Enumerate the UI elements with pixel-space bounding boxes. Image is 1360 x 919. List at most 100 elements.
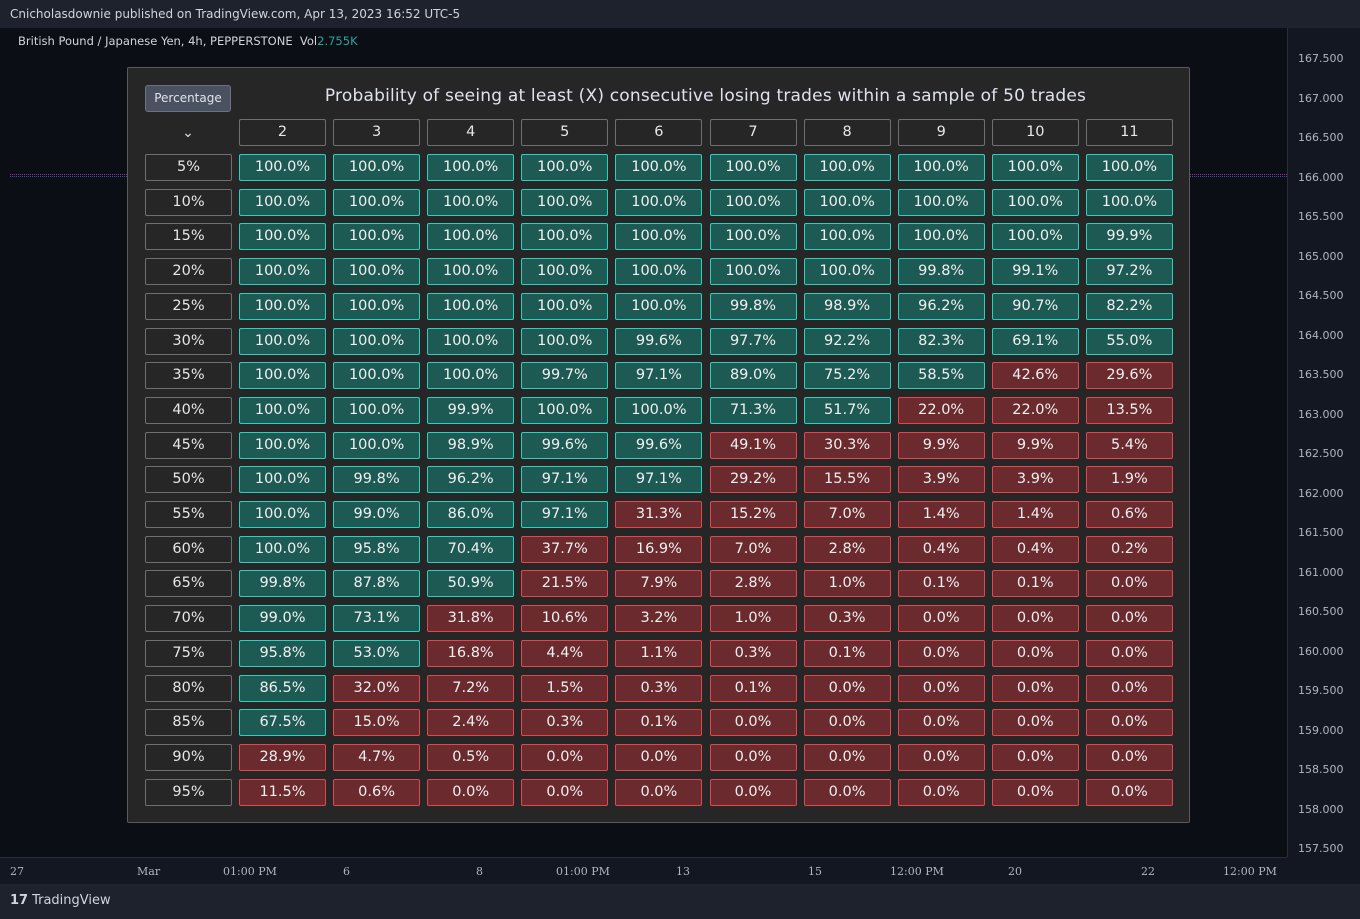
probability-cell: 100.0% <box>239 188 326 216</box>
probability-cell: 0.0% <box>991 639 1079 667</box>
probability-cell: 82.3% <box>897 327 985 355</box>
probability-cell: 90.7% <box>991 292 1079 320</box>
probability-cell: 70.4% <box>427 535 515 563</box>
probability-cell: 29.6% <box>1085 362 1173 390</box>
percentage-button[interactable]: Percentage <box>145 85 231 112</box>
probability-cell: 99.6% <box>615 431 703 459</box>
probability-cell: 0.0% <box>709 743 797 771</box>
probability-cell: 100.0% <box>991 223 1079 251</box>
probability-cell: 42.6% <box>991 362 1079 390</box>
probability-cell: 0.0% <box>991 674 1079 702</box>
probability-cell: 0.0% <box>1085 743 1173 771</box>
probability-cell: 99.9% <box>1085 223 1173 251</box>
probability-cell: 0.0% <box>991 778 1079 806</box>
symbol-legend[interactable]: British Pound / Japanese Yen, 4h, PEPPER… <box>18 34 358 48</box>
probability-cell: 100.0% <box>615 154 703 181</box>
probability-cell: 100.0% <box>239 396 326 424</box>
probability-cell: 100.0% <box>615 292 703 320</box>
probability-cell: 100.0% <box>239 258 326 286</box>
probability-cell: 100.0% <box>521 292 609 320</box>
probability-cell: 100.0% <box>239 292 326 320</box>
probability-cell: 0.0% <box>897 709 985 737</box>
probability-cell: 100.0% <box>709 188 797 216</box>
price-tick: 163.500 <box>1298 368 1344 381</box>
probability-cell: 0.6% <box>1085 501 1173 528</box>
time-tick: 15 <box>808 865 822 878</box>
volume-value: 2.755K <box>317 34 358 48</box>
probability-cell: 95.8% <box>333 535 421 563</box>
probability-cell: 100.0% <box>333 154 421 181</box>
row-label: 20% <box>145 258 232 286</box>
probability-cell: 37.7% <box>521 535 609 563</box>
probability-cell: 100.0% <box>991 154 1079 181</box>
probability-cell: 100.0% <box>239 223 326 251</box>
probability-cell: 58.5% <box>897 362 985 390</box>
probability-cell: 100.0% <box>803 223 891 251</box>
probability-cell: 100.0% <box>333 223 421 251</box>
price-axis[interactable]: 167.500 167.000 166.500 166.000 165.500 165.0… <box>1287 28 1360 857</box>
probability-cell: 100.0% <box>427 154 515 181</box>
probability-cell: 100.0% <box>803 188 891 216</box>
tradingview-logo[interactable]: 17 TradingView <box>10 893 111 908</box>
probability-cell: 100.0% <box>521 327 609 355</box>
probability-cell: 7.0% <box>709 535 797 563</box>
probability-cell: 0.0% <box>709 709 797 737</box>
probability-cell: 100.0% <box>333 431 421 459</box>
probability-cell: 9.9% <box>897 431 985 459</box>
probability-cell: 0.0% <box>991 743 1079 771</box>
price-tick: 166.000 <box>1298 170 1344 184</box>
probability-cell: 87.8% <box>333 570 421 598</box>
price-tick: 162.500 <box>1298 447 1344 460</box>
probability-cell: 100.0% <box>427 327 515 355</box>
column-header: 6 <box>615 119 703 146</box>
probability-cell: 0.0% <box>897 674 985 702</box>
probability-cell: 32.0% <box>333 674 421 702</box>
probability-cell: 7.0% <box>803 501 891 528</box>
probability-cell: 97.1% <box>615 466 703 494</box>
probability-cell: 99.0% <box>239 605 326 633</box>
probability-cell: 3.2% <box>615 605 703 633</box>
probability-cell: 100.0% <box>897 154 985 181</box>
time-tick: Mar <box>137 865 161 878</box>
probability-cell: 0.0% <box>615 778 703 806</box>
column-header: 9 <box>897 119 985 146</box>
probability-cell: 2.8% <box>709 570 797 598</box>
publisher-bar: Cnicholasdownie published on TradingView… <box>0 0 1360 28</box>
probability-cell: 82.2% <box>1085 292 1173 320</box>
probability-cell: 0.0% <box>897 743 985 771</box>
chevron-down-icon[interactable]: ⌄ <box>182 125 194 141</box>
probability-cell: 0.0% <box>1085 674 1173 702</box>
probability-cell: 100.0% <box>709 258 797 286</box>
probability-cell: 86.0% <box>427 501 515 528</box>
probability-cell: 0.0% <box>1085 570 1173 598</box>
probability-cell: 99.6% <box>521 431 609 459</box>
probability-cell: 100.0% <box>239 501 326 528</box>
time-axis[interactable]: 27 Mar 01:00 PM 6 8 01:00 PM 13 15 12:00 PM 20 22 1… <box>0 857 1287 884</box>
probability-cell: 1.4% <box>897 501 985 528</box>
probability-cell: 30.3% <box>803 431 891 459</box>
probability-cell: 16.8% <box>427 639 515 667</box>
row-label: 55% <box>145 501 232 528</box>
probability-cell: 100.0% <box>709 223 797 251</box>
probability-cell: 100.0% <box>521 188 609 216</box>
price-tick: 164.500 <box>1298 289 1344 302</box>
price-tick: 166.500 <box>1298 131 1344 144</box>
price-tick: 159.000 <box>1298 723 1344 737</box>
probability-cell: 31.8% <box>427 605 515 633</box>
row-label: 65% <box>145 570 232 598</box>
price-tick: 164.000 <box>1298 328 1344 342</box>
probability-cell: 0.0% <box>803 743 891 771</box>
probability-cell: 0.4% <box>991 535 1079 563</box>
probability-cell: 100.0% <box>239 466 326 494</box>
probability-table-panel: Percentage Probability of seeing at leas… <box>127 67 1190 823</box>
probability-cell: 99.1% <box>991 258 1079 286</box>
row-label: 70% <box>145 605 232 633</box>
probability-cell: 4.7% <box>333 743 421 771</box>
row-label: 5% <box>145 154 232 181</box>
time-tick: 6 <box>343 865 350 878</box>
time-tick: 12:00 PM <box>1223 865 1277 878</box>
probability-cell: 97.1% <box>615 362 703 390</box>
probability-cell: 0.3% <box>709 639 797 667</box>
probability-cell: 55.0% <box>1085 327 1173 355</box>
probability-cell: 53.0% <box>333 639 421 667</box>
